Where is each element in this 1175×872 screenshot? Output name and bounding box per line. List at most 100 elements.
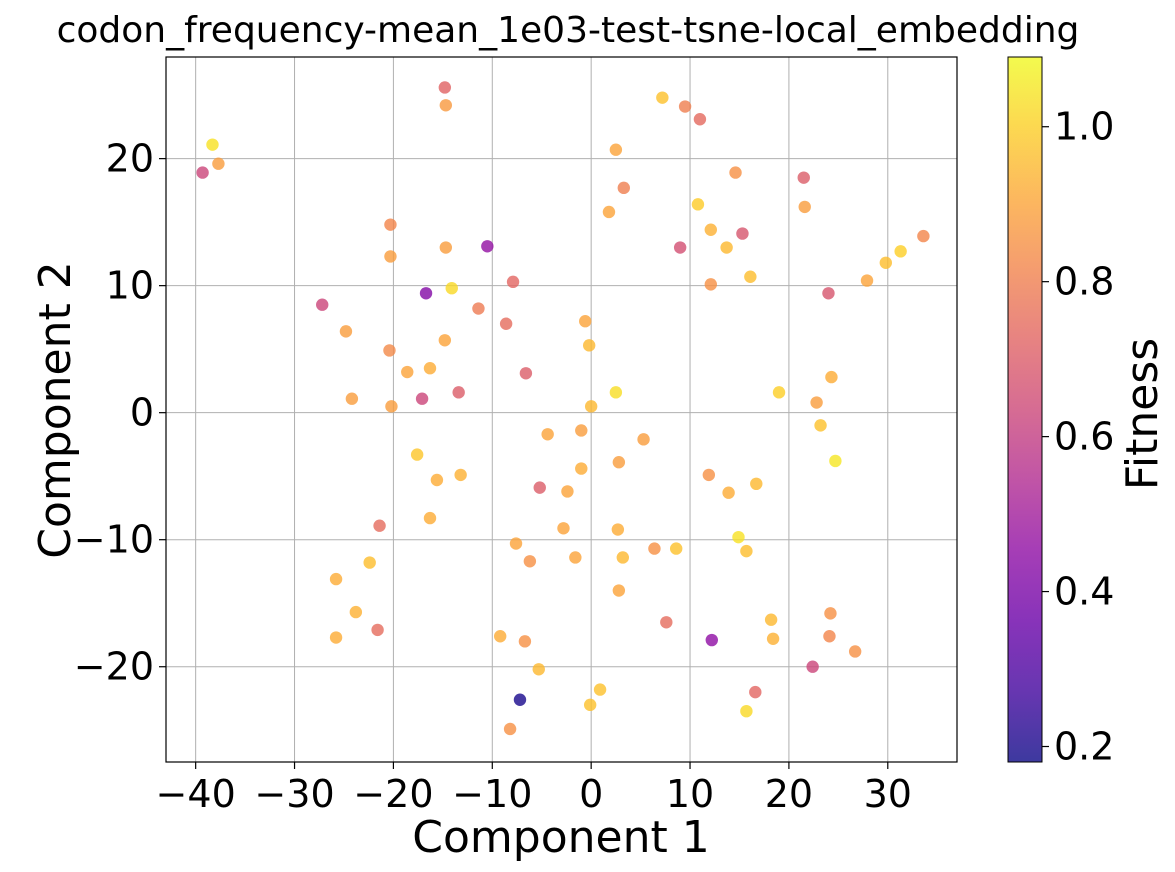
x-tick-label: 10	[666, 772, 714, 816]
data-point	[423, 362, 437, 375]
plot-frame	[165, 56, 958, 763]
data-point	[445, 281, 458, 295]
data-point	[750, 477, 763, 491]
colorbar-ticks: 0.2 0.4 0.6 0.8 1.0	[1042, 105, 1114, 769]
colorbar-label: Fitness	[1117, 338, 1168, 490]
data-point	[503, 722, 517, 736]
data-point	[583, 698, 597, 712]
data-point	[823, 630, 836, 643]
data-point	[825, 370, 838, 384]
data-point	[532, 663, 545, 676]
y-tick-label: −10	[74, 518, 154, 562]
data-point	[810, 396, 823, 409]
x-tick-label: −40	[156, 772, 236, 816]
data-point	[744, 270, 757, 283]
data-point	[385, 400, 398, 413]
data-point	[541, 428, 554, 441]
data-point	[557, 522, 570, 535]
data-point	[206, 138, 219, 151]
data-point	[523, 555, 537, 568]
data-point	[616, 551, 630, 564]
data-point	[740, 704, 753, 718]
data-point	[533, 481, 546, 494]
x-tick-label: −10	[452, 772, 532, 816]
data-point	[371, 623, 384, 637]
data-point	[766, 632, 780, 645]
data-point	[894, 245, 907, 258]
data-point	[678, 100, 692, 113]
data-point	[612, 456, 626, 469]
data-point	[656, 91, 669, 104]
data-point	[212, 157, 225, 170]
data-point	[439, 99, 453, 112]
colorbar	[1007, 56, 1043, 763]
colorbar-tick-label: 0.8	[1054, 260, 1114, 304]
data-point	[822, 287, 835, 300]
x-tick-label: 0	[579, 772, 603, 816]
y-tick-label: 20	[106, 137, 154, 181]
data-point	[729, 166, 742, 179]
data-point	[499, 317, 513, 330]
data-point	[660, 616, 673, 629]
data-point	[339, 325, 353, 338]
data-point	[509, 537, 523, 550]
colorbar-tick-label: 0.6	[1054, 415, 1114, 459]
colorbar-tick-label: 0.2	[1054, 725, 1114, 769]
data-point	[493, 630, 507, 643]
data-point	[702, 468, 716, 482]
data-point	[384, 218, 397, 231]
x-tick-label: −20	[353, 772, 433, 816]
data-point	[401, 365, 414, 379]
data-point	[740, 544, 753, 558]
data-point	[736, 227, 749, 240]
data-point	[452, 386, 465, 399]
data-point	[472, 302, 485, 315]
data-point	[519, 367, 533, 380]
data-point	[749, 685, 762, 699]
data-point	[693, 113, 707, 126]
y-tick-label: 0	[130, 391, 154, 435]
data-point	[363, 556, 376, 569]
data-point	[648, 542, 661, 555]
data-point	[373, 519, 386, 532]
data-point	[569, 551, 582, 564]
data-point	[438, 334, 452, 347]
data-point	[797, 171, 810, 184]
data-point	[704, 223, 718, 236]
y-axis-ticks: −20 −10 0 10 20	[74, 137, 166, 689]
data-point	[806, 660, 819, 673]
data-point	[579, 315, 592, 328]
data-point	[316, 298, 329, 311]
data-point	[669, 542, 683, 555]
data-point	[506, 275, 520, 289]
data-point	[384, 250, 397, 263]
data-point	[575, 462, 588, 475]
data-point	[329, 631, 343, 644]
data-point	[602, 205, 616, 219]
data-point	[722, 486, 735, 499]
data-point	[824, 607, 837, 620]
data-point	[454, 468, 467, 482]
data-point	[609, 386, 623, 399]
data-point	[673, 241, 687, 254]
data-point	[593, 683, 607, 696]
data-point	[691, 198, 705, 211]
data-point	[848, 645, 862, 658]
data-point	[609, 143, 623, 156]
data-point	[438, 81, 452, 94]
data-point	[637, 433, 650, 446]
data-point	[345, 392, 359, 405]
data-point	[612, 584, 626, 597]
x-tick-label: 30	[864, 772, 912, 816]
data-point	[582, 339, 596, 352]
data-point	[879, 256, 893, 269]
data-point	[611, 523, 625, 536]
x-axis-label: Component 1	[412, 812, 709, 863]
data-point	[814, 419, 827, 432]
data-point	[860, 274, 874, 287]
data-point	[349, 605, 363, 619]
data-point	[584, 400, 598, 413]
chart-title: codon_frequency-mean_1e03-test-tsne-loca…	[57, 10, 1080, 51]
colorbar-tick-label: 1.0	[1054, 105, 1114, 149]
y-axis-label: Component 2	[30, 261, 81, 558]
